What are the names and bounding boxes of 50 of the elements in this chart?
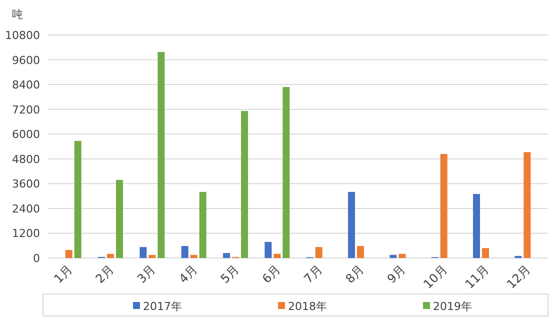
legend-label: 2018年 <box>288 300 327 313</box>
x-tick-label: 8月 <box>342 262 367 286</box>
bar <box>440 154 448 258</box>
y-axis-title: 吨 <box>12 8 23 21</box>
bar <box>264 242 272 258</box>
x-tick-label: 4月 <box>176 262 200 286</box>
x-tick-label: 7月 <box>301 262 325 286</box>
bar <box>282 87 290 258</box>
bar <box>65 250 72 258</box>
bar <box>107 254 114 258</box>
legend-label: 2017年 <box>143 300 182 313</box>
x-tick-label: 1月 <box>51 262 75 286</box>
bar <box>158 52 165 258</box>
legend-label: 2019年 <box>433 300 472 313</box>
bar <box>348 192 355 258</box>
y-tick-label: 3600 <box>12 178 40 191</box>
y-tick-label: 6000 <box>12 128 40 142</box>
x-tick-label: 10月 <box>420 262 450 292</box>
y-tick-label: 1200 <box>12 227 40 240</box>
bar <box>357 246 364 258</box>
bar <box>274 254 281 258</box>
x-tick-label: 5月 <box>218 262 242 286</box>
x-tick-label: 2月 <box>92 262 117 286</box>
y-tick-label: 2400 <box>12 202 40 216</box>
bar <box>241 110 248 258</box>
y-tick-label: 8400 <box>12 78 40 92</box>
bar <box>390 254 397 258</box>
bar <box>190 254 198 258</box>
bar <box>74 140 82 258</box>
y-tick-label: 10800 <box>5 29 40 42</box>
bar <box>116 180 123 258</box>
x-tick-label: 9月 <box>384 262 408 286</box>
bar <box>199 192 206 258</box>
y-tick-label: 4800 <box>12 152 40 166</box>
bar <box>181 246 188 258</box>
bar <box>223 253 230 258</box>
bar <box>524 152 531 258</box>
x-tick-label: 11月 <box>462 262 492 292</box>
bar <box>398 254 406 258</box>
bar <box>315 247 322 258</box>
bar <box>140 247 147 258</box>
bar <box>148 254 156 258</box>
bar <box>473 194 480 258</box>
x-tick-label: 12月 <box>504 262 534 292</box>
x-tick-label: 6月 <box>260 262 284 286</box>
bar <box>482 248 489 258</box>
x-tick-label: 3月 <box>134 262 158 286</box>
y-tick-label: 9600 <box>12 54 40 67</box>
y-tick-label: 7200 <box>12 103 40 116</box>
y-tick-label: 0 <box>33 252 40 265</box>
